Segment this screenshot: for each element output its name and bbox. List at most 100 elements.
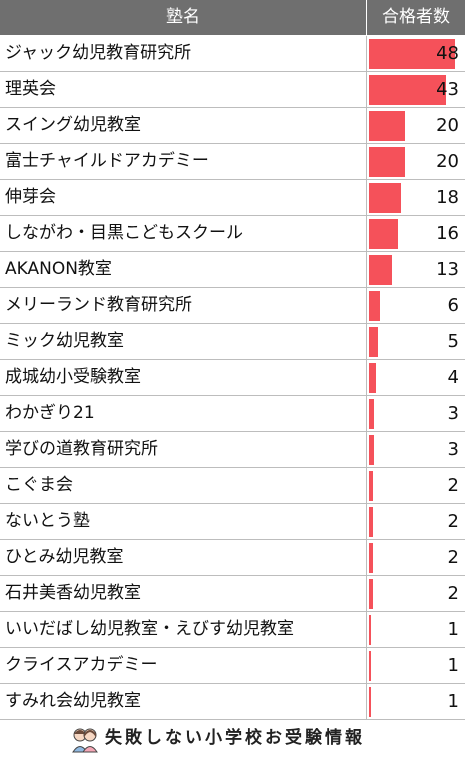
- count-value: 13: [436, 259, 459, 280]
- count-bar: [369, 39, 456, 69]
- school-name: すみれ会幼児教室: [0, 684, 367, 719]
- count-cell: 48: [367, 36, 465, 71]
- school-name: 石井美香幼児教室: [0, 576, 367, 611]
- school-name: メリーランド教育研究所: [0, 288, 367, 323]
- count-cell: 20: [367, 144, 465, 179]
- count-bar: [369, 327, 378, 357]
- count-value: 20: [436, 115, 459, 136]
- count-bar: [369, 399, 375, 429]
- count-value: 3: [447, 403, 459, 424]
- count-value: 20: [436, 151, 459, 172]
- count-bar: [369, 507, 373, 537]
- count-cell: 20: [367, 108, 465, 143]
- table-row: ミック幼児教室 5: [0, 324, 465, 360]
- count-cell: 6: [367, 288, 465, 323]
- count-bar: [369, 219, 398, 249]
- count-cell: 1: [367, 648, 465, 683]
- school-name: ないとう塾: [0, 504, 367, 539]
- count-value: 5: [447, 331, 459, 352]
- table-row: しながわ・目黒こどもスクール 16: [0, 216, 465, 252]
- count-bar: [369, 687, 371, 717]
- table-header: 塾名 合格者数: [0, 0, 465, 35]
- count-cell: 2: [367, 468, 465, 503]
- footer-site-name: 失敗しない小学校お受験情報: [105, 728, 365, 748]
- school-name: 富士チャイルドアカデミー: [0, 144, 367, 179]
- count-cell: 18: [367, 180, 465, 215]
- count-cell: 2: [367, 540, 465, 575]
- count-value: 2: [447, 511, 459, 532]
- column-header-count: 合格者数: [382, 7, 450, 27]
- count-cell: 1: [367, 684, 465, 719]
- school-name: ミック幼児教室: [0, 324, 367, 359]
- table-row: こぐま会 2: [0, 468, 465, 504]
- table-row: ジャック幼児教育研究所 48: [0, 36, 465, 72]
- school-name: わかぎり21: [0, 396, 367, 431]
- table-row: すみれ会幼児教室 1: [0, 684, 465, 720]
- count-bar: [369, 255, 393, 285]
- table-row: 伸芽会 18: [0, 180, 465, 216]
- table-row: 学びの道教育研究所 3: [0, 432, 465, 468]
- school-name: クライスアカデミー: [0, 648, 367, 683]
- count-value: 2: [447, 583, 459, 604]
- count-bar: [369, 543, 373, 573]
- count-bar: [369, 183, 402, 213]
- count-bar: [369, 651, 371, 681]
- count-value: 2: [447, 475, 459, 496]
- count-value: 43: [436, 79, 459, 100]
- table-row: メリーランド教育研究所 6: [0, 288, 465, 324]
- count-value: 16: [436, 223, 459, 244]
- column-header-school: 塾名: [0, 0, 367, 35]
- count-cell: 16: [367, 216, 465, 251]
- count-bar: [369, 435, 375, 465]
- table-row: いいだばし幼児教室・えびす幼児教室 1: [0, 612, 465, 648]
- school-name: ジャック幼児教育研究所: [0, 36, 367, 71]
- table-row: 成城幼小受験教室 4: [0, 360, 465, 396]
- school-name: こぐま会: [0, 468, 367, 503]
- count-cell: 5: [367, 324, 465, 359]
- count-cell: 2: [367, 576, 465, 611]
- school-name: ひとみ幼児教室: [0, 540, 367, 575]
- count-bar: [369, 471, 373, 501]
- table-row: AKANON教室 13: [0, 252, 465, 288]
- school-name: 成城幼小受験教室: [0, 360, 367, 395]
- school-name: 理英会: [0, 72, 367, 107]
- count-value: 1: [447, 691, 459, 712]
- table-row: 理英会 43: [0, 72, 465, 108]
- count-bar: [369, 75, 447, 105]
- children-logo-icon: [72, 728, 98, 753]
- school-name: いいだばし幼児教室・えびす幼児教室: [0, 612, 367, 647]
- count-value: 1: [447, 619, 459, 640]
- count-value: 18: [436, 187, 459, 208]
- table-row: スイング幼児教室 20: [0, 108, 465, 144]
- count-value: 6: [447, 295, 459, 316]
- footer: 失敗しない小学校お受験情報: [0, 720, 465, 757]
- count-cell: 2: [367, 504, 465, 539]
- school-name: しながわ・目黒こどもスクール: [0, 216, 367, 251]
- count-cell: 13: [367, 252, 465, 287]
- count-cell: 43: [367, 72, 465, 107]
- count-cell: 3: [367, 396, 465, 431]
- count-value: 3: [447, 439, 459, 460]
- count-cell: 4: [367, 360, 465, 395]
- school-name: 学びの道教育研究所: [0, 432, 367, 467]
- count-value: 2: [447, 547, 459, 568]
- table-row: クライスアカデミー 1: [0, 648, 465, 684]
- count-bar: [369, 363, 377, 393]
- count-bar: [369, 615, 371, 645]
- school-name: 伸芽会: [0, 180, 367, 215]
- count-bar: [369, 291, 380, 321]
- count-value: 4: [447, 367, 459, 388]
- count-bar: [369, 579, 373, 609]
- count-cell: 1: [367, 612, 465, 647]
- table-row: ひとみ幼児教室 2: [0, 540, 465, 576]
- count-bar: [369, 147, 405, 177]
- table-row: わかぎり21 3: [0, 396, 465, 432]
- count-value: 1: [447, 655, 459, 676]
- ranking-table: 塾名 合格者数 ジャック幼児教育研究所 48 理英会 43 スイング幼児教室 20 富士チャ…: [0, 0, 465, 720]
- table-row: 富士チャイルドアカデミー 20: [0, 144, 465, 180]
- count-cell: 3: [367, 432, 465, 467]
- count-value: 48: [436, 43, 459, 64]
- school-name: スイング幼児教室: [0, 108, 367, 143]
- table-row: 石井美香幼児教室 2: [0, 576, 465, 612]
- count-bar: [369, 111, 405, 141]
